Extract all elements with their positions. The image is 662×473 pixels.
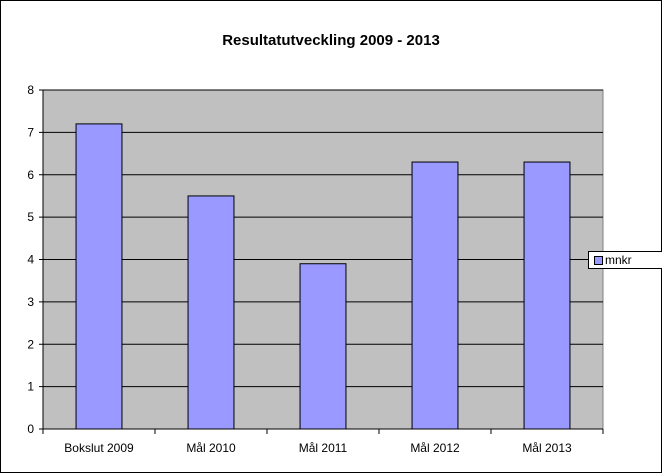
bar-2: [187, 195, 235, 430]
y-tick-label: 8: [27, 83, 34, 97]
chart-title: Resultatutveckling 2009 - 2013: [222, 32, 440, 49]
y-tick-label: 7: [27, 125, 34, 139]
legend-swatch: [594, 256, 603, 265]
bar-4: [411, 161, 459, 430]
x-tick-label: Mål 2013: [522, 441, 572, 455]
bar-1: [75, 123, 123, 430]
bar-5: [523, 161, 571, 430]
y-tick-label: 1: [27, 380, 34, 394]
y-tick-label: 0: [27, 422, 34, 436]
y-tick-label: 2: [27, 337, 34, 351]
y-tick-label: 6: [27, 168, 34, 182]
x-tick-label: Mål 2012: [410, 441, 460, 455]
y-tick-label: 5: [27, 210, 34, 224]
bar-3: [299, 263, 347, 430]
y-tick-label: 4: [27, 253, 34, 267]
x-tick-label: Mål 2011: [299, 441, 348, 455]
x-tick-label: Bokslut 2009: [64, 441, 134, 455]
y-tick-label: 3: [27, 295, 34, 309]
legend-label: mnkr: [605, 253, 632, 267]
legend: mnkr: [588, 251, 662, 269]
x-tick-label: Mål 2010: [186, 441, 236, 455]
